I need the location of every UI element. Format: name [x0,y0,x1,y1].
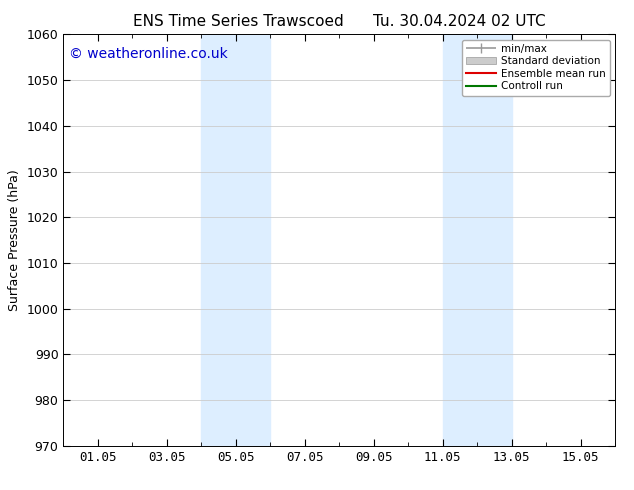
Title: ENS Time Series Trawscoed      Tu. 30.04.2024 02 UTC: ENS Time Series Trawscoed Tu. 30.04.2024… [133,14,545,29]
Y-axis label: Surface Pressure (hPa): Surface Pressure (hPa) [8,169,21,311]
Bar [202,34,270,446]
Legend: min/max, Standard deviation, Ensemble mean run, Controll run: min/max, Standard deviation, Ensemble me… [462,40,610,96]
Text: © weatheronline.co.uk: © weatheronline.co.uk [69,47,228,61]
Bar [443,34,512,446]
